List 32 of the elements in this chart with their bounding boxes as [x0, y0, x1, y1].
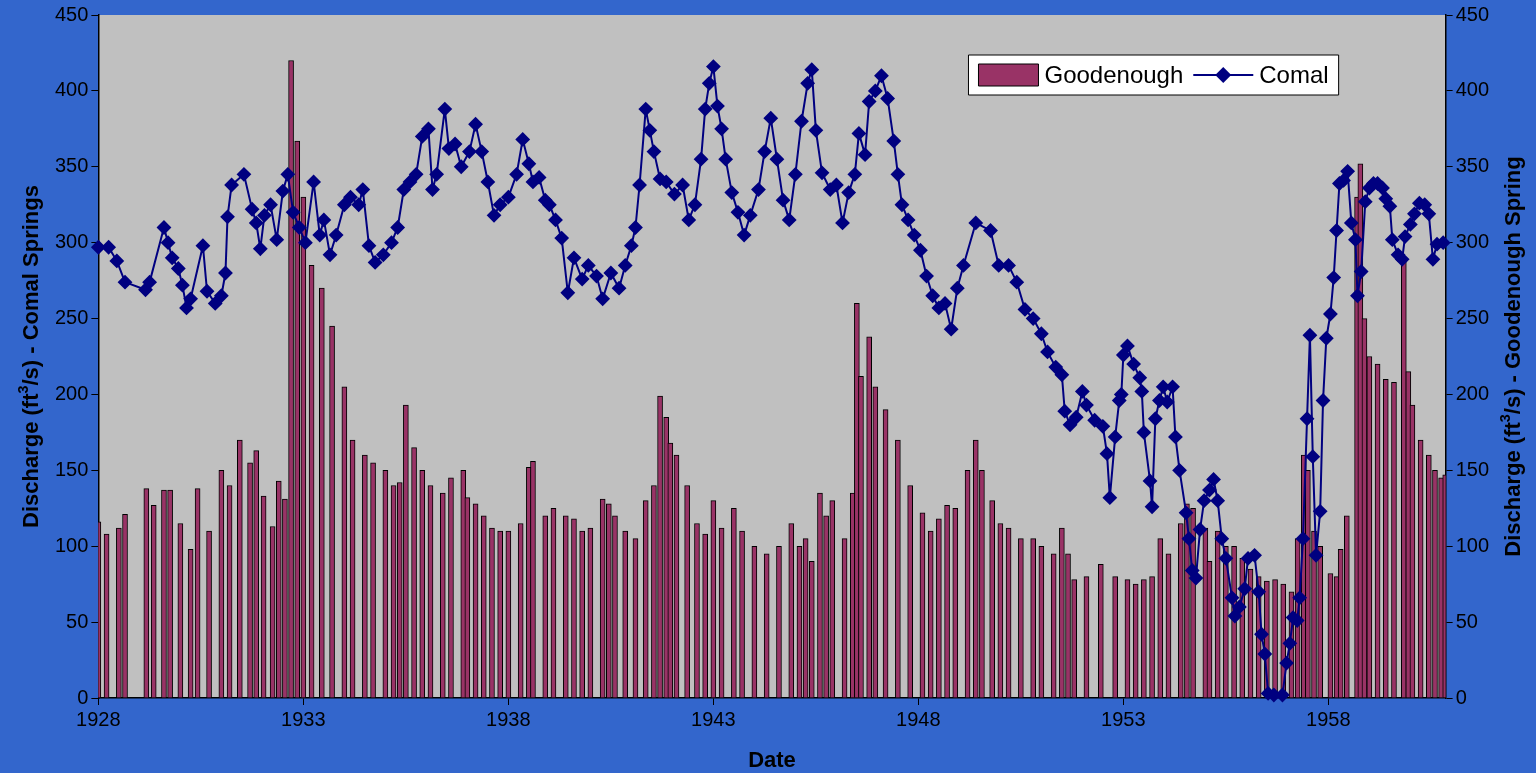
y-tick-label: 200: [54, 381, 89, 404]
y2-tick-label: 300: [1455, 230, 1490, 253]
y2-tick-label: 150: [1455, 457, 1490, 480]
x-tick-label: 1948: [896, 707, 941, 730]
x-tick-label: 1928: [76, 707, 121, 730]
x-tick-label: 1938: [486, 707, 531, 730]
y2-tick-label: 400: [1455, 78, 1490, 101]
x-tick-label: 1943: [691, 707, 736, 730]
x-tick-label: 1958: [1306, 707, 1351, 730]
y-tick-label: 0: [77, 685, 89, 708]
x-tick-label: 1953: [1101, 707, 1146, 730]
y2-tick-label: 100: [1455, 533, 1490, 556]
x-tick-label: 1933: [281, 707, 326, 730]
y2-tick-label: 450: [1455, 2, 1490, 25]
y-tick-label: 250: [54, 306, 89, 329]
y-tick-label: 350: [54, 154, 89, 177]
y-tick-label: 300: [54, 230, 89, 253]
legend-label: Comal: [1259, 60, 1329, 88]
y2-tick-label: 350: [1455, 154, 1490, 177]
y2-tick-label: 0: [1455, 685, 1467, 708]
y-tick-label: 150: [54, 457, 89, 480]
y2-axis-title: Discharge (ft3/s) - Goodenough Spring: [1497, 156, 1526, 557]
y-tick-label: 50: [66, 609, 89, 632]
y-axis-title: Discharge (ft3/s) - Comal Springs: [15, 185, 44, 528]
y-tick-label: 400: [54, 78, 89, 101]
y2-tick-label: 50: [1455, 609, 1478, 632]
y-tick-label: 100: [54, 533, 89, 556]
y2-tick-label: 200: [1455, 381, 1490, 404]
y2-tick-label: 250: [1455, 306, 1490, 329]
legend-label: Goodenough: [1044, 60, 1184, 88]
x-axis-title: Date: [748, 747, 796, 773]
y-tick-label: 450: [54, 2, 89, 25]
